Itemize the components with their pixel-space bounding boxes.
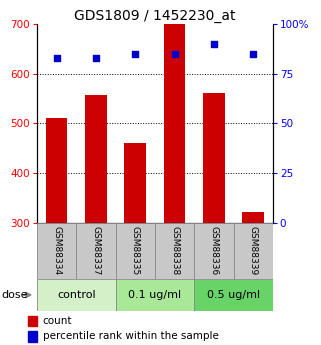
Text: GSM88338: GSM88338 xyxy=(170,226,179,276)
Text: 0.5 ug/ml: 0.5 ug/ml xyxy=(207,290,260,300)
Point xyxy=(133,51,138,57)
Bar xyxy=(116,223,155,279)
Point xyxy=(93,55,99,61)
Point xyxy=(172,51,177,57)
Bar xyxy=(116,279,194,311)
Bar xyxy=(46,118,67,223)
Point xyxy=(54,55,59,61)
Bar xyxy=(242,211,264,223)
Text: GSM88335: GSM88335 xyxy=(131,226,140,276)
Bar xyxy=(203,92,225,223)
Text: GSM88334: GSM88334 xyxy=(52,226,61,276)
Text: GSM88339: GSM88339 xyxy=(249,226,258,276)
Bar xyxy=(28,331,37,342)
Bar xyxy=(76,223,116,279)
Text: 0.1 ug/ml: 0.1 ug/ml xyxy=(128,290,181,300)
Bar xyxy=(125,143,146,223)
Text: GSM88336: GSM88336 xyxy=(209,226,218,276)
Bar xyxy=(28,315,37,326)
Bar xyxy=(233,223,273,279)
Bar xyxy=(37,279,116,311)
Point xyxy=(251,51,256,57)
Text: control: control xyxy=(57,290,96,300)
Text: percentile rank within the sample: percentile rank within the sample xyxy=(43,332,219,342)
Text: dose: dose xyxy=(2,290,28,300)
Text: count: count xyxy=(43,316,72,326)
Bar xyxy=(194,223,233,279)
Text: GSM88337: GSM88337 xyxy=(91,226,100,276)
Title: GDS1809 / 1452230_at: GDS1809 / 1452230_at xyxy=(74,9,236,23)
Bar xyxy=(164,24,185,223)
Bar xyxy=(37,223,76,279)
Bar xyxy=(155,223,194,279)
Point xyxy=(211,41,216,47)
Bar xyxy=(194,279,273,311)
Bar xyxy=(85,95,107,223)
